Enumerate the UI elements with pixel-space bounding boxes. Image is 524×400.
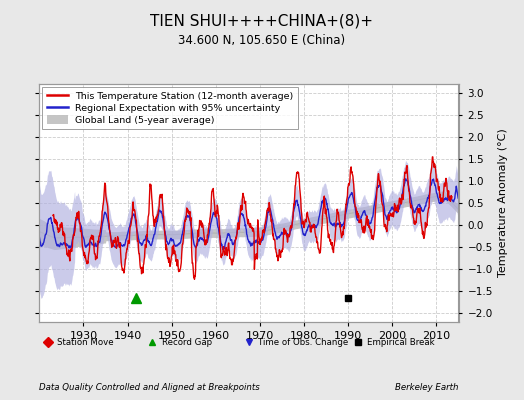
- Legend: This Temperature Station (12-month average), Regional Expectation with 95% uncer: This Temperature Station (12-month avera…: [42, 87, 298, 129]
- Text: TIEN SHUI++++CHINA+(8)+: TIEN SHUI++++CHINA+(8)+: [150, 14, 374, 29]
- Y-axis label: Temperature Anomaly (°C): Temperature Anomaly (°C): [498, 129, 508, 277]
- Text: 34.600 N, 105.650 E (China): 34.600 N, 105.650 E (China): [179, 34, 345, 47]
- Text: Station Move: Station Move: [57, 338, 114, 347]
- Text: Record Gap: Record Gap: [162, 338, 212, 347]
- Text: Data Quality Controlled and Aligned at Breakpoints: Data Quality Controlled and Aligned at B…: [39, 383, 260, 392]
- Text: Empirical Break: Empirical Break: [367, 338, 435, 347]
- Text: Berkeley Earth: Berkeley Earth: [395, 383, 458, 392]
- Text: Time of Obs. Change: Time of Obs. Change: [258, 338, 348, 347]
